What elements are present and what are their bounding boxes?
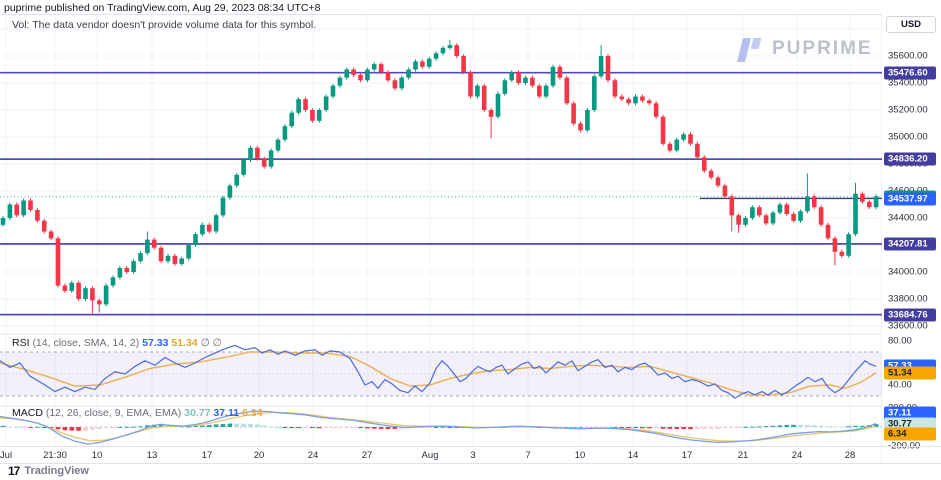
price-tick-label: 34400.00 bbox=[888, 212, 928, 224]
time-tick-label: 10 bbox=[91, 450, 103, 461]
horizontal-levels bbox=[0, 71, 882, 316]
time-axis-divider bbox=[0, 446, 941, 447]
macd-hist-badge: 30.77 bbox=[884, 417, 936, 430]
rsi-params: (14, close, SMA, 14, 2) bbox=[32, 337, 140, 349]
price-badge: 34537.97 bbox=[884, 192, 936, 206]
published-line: puprime published on TradingView.com, Au… bbox=[4, 2, 321, 14]
frame-bottom-divider bbox=[0, 463, 941, 464]
macd-title: MACD bbox=[12, 407, 43, 419]
time-tick-label: 20 bbox=[253, 450, 265, 461]
macd-params: (12, 26, close, 9, EMA, EMA) bbox=[45, 407, 182, 419]
price-badge: 33684.76 bbox=[884, 308, 936, 322]
volume-legend-note[interactable]: Vol: The data vendor doesn't provide vol… bbox=[12, 19, 317, 31]
puprime-logo-text: PUPRIME bbox=[772, 38, 873, 59]
price-tick-label: 35400.00 bbox=[888, 77, 928, 89]
rsi-hidden-values: ∅ ∅ bbox=[200, 337, 222, 349]
brand-watermark: PUPRIME bbox=[737, 36, 873, 62]
grid-lines bbox=[0, 14, 882, 446]
rsi-title: RSI bbox=[12, 337, 30, 349]
rsi-sma-badge: 51.34 bbox=[884, 366, 936, 380]
time-tick-label: 14 bbox=[627, 450, 639, 461]
time-tick-label: 7 bbox=[525, 450, 531, 461]
rsi-value: 57.33 bbox=[142, 337, 169, 349]
price-tick-label: 35600.00 bbox=[888, 50, 928, 62]
price-axis[interactable]: 35800.0035600.0035400.0035200.0035000.00… bbox=[882, 14, 941, 464]
price-tick-label: 34000.00 bbox=[888, 266, 928, 278]
time-tick-label: 28 bbox=[844, 450, 856, 461]
rsi-sma-value: 51.34 bbox=[171, 337, 198, 349]
time-tick-label: 27 bbox=[361, 450, 373, 461]
price-tick-label: 35000.00 bbox=[888, 131, 928, 143]
time-tick-label: 21:30 bbox=[43, 450, 67, 461]
tradingview-logo-text: TradingView bbox=[24, 465, 89, 477]
time-tick-label: 13 bbox=[146, 450, 158, 461]
rsi-tick-label: 40.00 bbox=[888, 379, 912, 391]
puprime-logo-icon bbox=[737, 36, 764, 62]
macd-pane bbox=[0, 410, 882, 445]
time-tick-label: 21 bbox=[737, 450, 749, 461]
price-badge: 34207.81 bbox=[884, 237, 936, 251]
time-tick-label: 10 bbox=[574, 450, 586, 461]
time-tick-label: 3 bbox=[470, 450, 476, 461]
price-badge: 34836.20 bbox=[884, 152, 936, 166]
macd-signal-value: 6.34 bbox=[241, 407, 263, 419]
time-tick-label: 17 bbox=[681, 450, 693, 461]
tradingview-attribution[interactable]: 17 TradingView bbox=[8, 464, 89, 478]
time-tick-label: 24 bbox=[791, 450, 803, 461]
currency-button[interactable]: USD bbox=[886, 16, 936, 33]
rsi-pane bbox=[0, 344, 882, 399]
rsi-tick-label: 80.00 bbox=[888, 335, 912, 347]
macd-legend[interactable]: MACD (12, 26, close, 9, EMA, EMA) 30.77 … bbox=[12, 407, 262, 419]
time-tick-label: Jul bbox=[0, 450, 13, 461]
candlesticks bbox=[0, 39, 879, 314]
rsi-legend[interactable]: RSI (14, close, SMA, 14, 2) 57.33 51.34 … bbox=[12, 337, 222, 349]
macd-signal-badge: 6.34 bbox=[884, 427, 936, 441]
macd-value-badge: 37.11 bbox=[884, 406, 936, 420]
time-tick-label: Aug bbox=[421, 450, 439, 461]
price-tick-label: 35200.00 bbox=[888, 104, 928, 116]
price-tick-label: 33800.00 bbox=[888, 293, 928, 305]
time-tick-label: 24 bbox=[307, 450, 319, 461]
price-tick-label: 33600.00 bbox=[888, 320, 928, 332]
macd-value: 37.11 bbox=[213, 407, 240, 419]
price-badge: 35476.60 bbox=[884, 66, 936, 80]
time-tick-label: 17 bbox=[201, 450, 213, 461]
tradingview-logo-icon: 17 bbox=[8, 464, 20, 478]
frame-top-divider bbox=[0, 14, 941, 15]
macd-hist-value: 30.77 bbox=[184, 407, 211, 419]
